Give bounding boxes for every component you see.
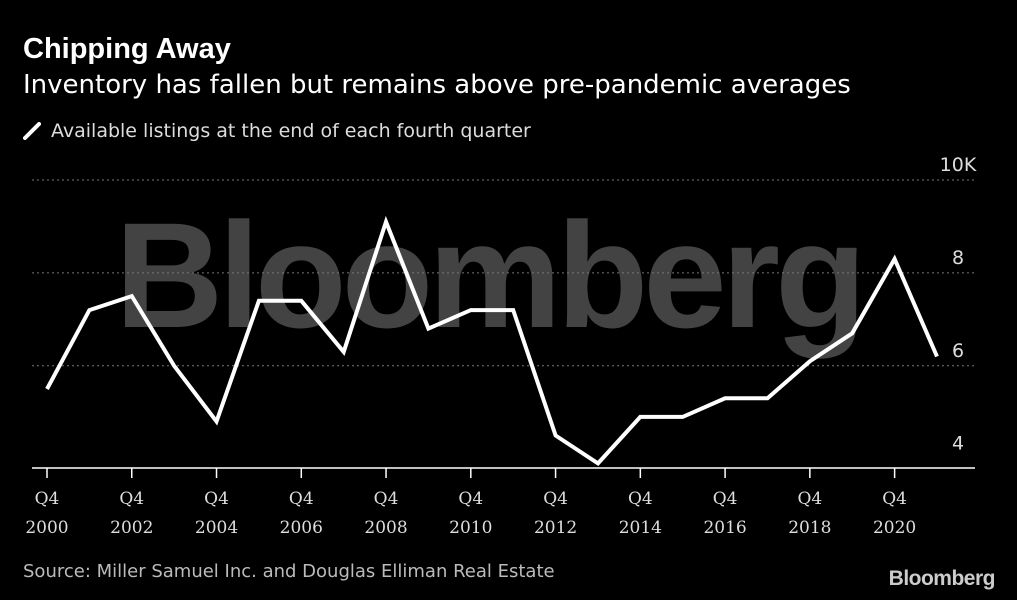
y-tick-label: 10K bbox=[940, 154, 977, 176]
x-tick-label-year: 2002 bbox=[110, 518, 153, 538]
grid-lines bbox=[32, 179, 975, 367]
x-tick-label-quarter: Q4 bbox=[119, 489, 144, 509]
x-tick-label-year: 2020 bbox=[873, 518, 916, 538]
x-tick-label-year: 2010 bbox=[449, 518, 492, 538]
chart-subtitle: Inventory has fallen but remains above p… bbox=[23, 70, 851, 100]
x-tick-label-quarter: Q4 bbox=[204, 489, 229, 509]
x-tick-label-year: 2004 bbox=[195, 518, 238, 538]
x-tick-label-quarter: Q4 bbox=[797, 489, 822, 509]
x-tick-label-year: 2000 bbox=[25, 518, 68, 538]
source-note: Source: Miller Samuel Inc. and Douglas E… bbox=[23, 561, 555, 582]
series bbox=[45, 215, 939, 467]
x-axis-tick-labels: Q4 2000 Q4 2002 Q4 2004 Q4 2006 Q4 2008 Q4 2010 Q4 20… bbox=[25, 489, 916, 538]
x-tick-label-quarter: Q4 bbox=[374, 489, 399, 509]
legend-line-swatch-icon bbox=[23, 122, 41, 140]
legend-label: Available listings at the end of each fo… bbox=[51, 120, 531, 142]
x-tick-label-quarter: Q4 bbox=[458, 489, 483, 509]
x-tick-label-quarter: Q4 bbox=[543, 489, 568, 509]
y-tick-label: 4 bbox=[952, 433, 964, 455]
legend: Available listings at the end of each fo… bbox=[23, 120, 531, 142]
x-tick-label-quarter: Q4 bbox=[713, 489, 738, 509]
x-tick-label-year: 2014 bbox=[619, 518, 662, 538]
series-line-listings bbox=[45, 215, 939, 467]
x-tick-label-year: 2012 bbox=[534, 518, 577, 538]
x-tick-label-year: 2006 bbox=[280, 518, 323, 538]
x-axis bbox=[32, 467, 975, 478]
x-tick-label-year: 2016 bbox=[703, 518, 746, 538]
x-tick-label-year: 2008 bbox=[364, 518, 407, 538]
x-tick-label-quarter: Q4 bbox=[882, 489, 907, 509]
chart-title: Chipping Away bbox=[23, 33, 231, 65]
y-axis-tick-labels: 4 6 8 10K bbox=[940, 154, 977, 455]
y-tick-label: 6 bbox=[952, 340, 964, 362]
x-tick-label-quarter: Q4 bbox=[35, 489, 60, 509]
x-tick-label-year: 2018 bbox=[788, 518, 831, 538]
x-tick-label-quarter: Q4 bbox=[628, 489, 653, 509]
bloomberg-logo: Bloomberg bbox=[888, 567, 996, 590]
bloomberg-watermark: Bloomberg bbox=[115, 191, 867, 359]
x-tick-label-quarter: Q4 bbox=[289, 489, 314, 509]
y-tick-label: 8 bbox=[952, 247, 964, 269]
